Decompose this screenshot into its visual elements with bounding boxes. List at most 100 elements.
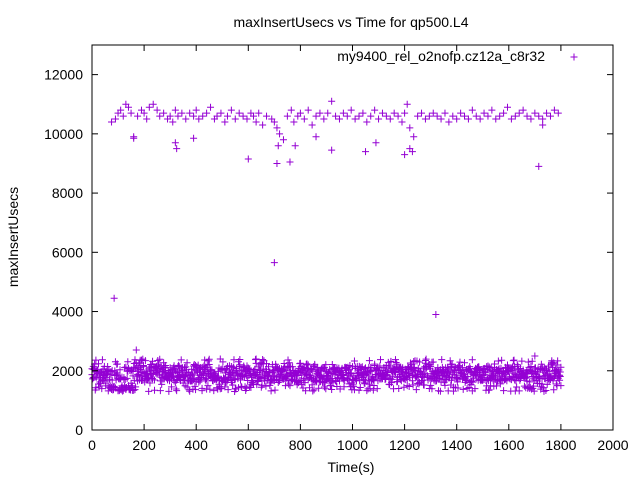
series-point: [276, 130, 284, 138]
low-band-point: [289, 363, 297, 371]
low-band-point: [236, 376, 244, 384]
low-band-point: [177, 356, 185, 364]
low-band-point: [286, 382, 294, 390]
low-band-point: [468, 356, 476, 364]
y-tick-label: 10000: [44, 126, 83, 142]
series-point: [457, 109, 465, 117]
series-point: [291, 142, 299, 150]
series-point: [304, 106, 312, 114]
low-band-point: [242, 384, 250, 392]
low-band-point: [522, 373, 530, 381]
low-band-point: [298, 380, 306, 388]
x-tick-label: 0: [88, 437, 96, 453]
series-point: [464, 115, 472, 123]
series-point: [539, 115, 547, 123]
low-band-point: [320, 383, 328, 391]
low-band-point: [355, 386, 363, 394]
low-band-point: [282, 367, 290, 375]
low-band-point: [528, 369, 536, 377]
low-band-point: [546, 367, 554, 375]
low-band-point: [418, 377, 426, 385]
low-band-point: [518, 357, 526, 365]
low-band-point: [271, 386, 279, 394]
low-band-point: [406, 359, 414, 367]
series-point: [378, 109, 386, 117]
low-band-outlier-point: [531, 352, 539, 360]
low-band-point: [220, 374, 228, 382]
low-band-point: [556, 376, 564, 384]
low-band-point: [350, 357, 358, 365]
low-band-point: [218, 384, 226, 392]
low-band-point: [550, 373, 558, 381]
series-point: [255, 109, 263, 117]
low-band-point: [456, 358, 464, 366]
legend-marker: [570, 53, 578, 61]
low-band-point: [365, 372, 373, 380]
low-band-point: [373, 385, 381, 393]
series-point: [401, 109, 409, 117]
series-point: [312, 112, 320, 120]
low-band-point: [95, 360, 103, 368]
low-band-point: [388, 375, 396, 383]
low-band-point: [429, 358, 437, 366]
marks-layer: [88, 97, 565, 395]
series-point: [169, 118, 177, 126]
series-point: [324, 109, 332, 117]
series-point: [160, 109, 168, 117]
low-band-point: [255, 367, 263, 375]
low-band-point: [392, 359, 400, 367]
low-band-point: [469, 378, 477, 386]
low-band-point: [132, 383, 140, 391]
low-band-point: [149, 357, 157, 365]
series-point: [171, 106, 179, 114]
low-band-point: [412, 386, 420, 394]
series-point: [223, 112, 231, 120]
low-band-point: [123, 374, 131, 382]
low-band-point: [336, 385, 344, 393]
series-point: [332, 112, 340, 120]
low-band-point: [552, 380, 560, 388]
low-band-point: [116, 366, 124, 374]
series-point: [178, 109, 186, 117]
low-band-point: [358, 366, 366, 374]
low-band-point: [196, 377, 204, 385]
x-tick-label: 1000: [337, 437, 368, 453]
low-band-point: [250, 380, 258, 388]
series-point: [433, 112, 441, 120]
series-point: [496, 112, 504, 120]
low-band-point: [516, 376, 524, 384]
low-band-point: [224, 386, 232, 394]
low-band-point: [422, 355, 430, 363]
low-band-point: [230, 356, 238, 364]
series-point: [199, 112, 207, 120]
low-band-point: [301, 379, 309, 387]
series-point: [274, 142, 282, 150]
low-band-point: [369, 386, 377, 394]
low-band-point: [182, 363, 190, 371]
low-band-point: [447, 376, 455, 384]
series-point: [488, 106, 496, 114]
series-point: [335, 115, 343, 123]
low-band-point: [265, 369, 273, 377]
low-band-point: [553, 361, 561, 369]
low-band-point: [557, 382, 565, 390]
series-point: [134, 112, 142, 120]
low-band-point: [151, 376, 159, 384]
low-band-point: [524, 358, 532, 366]
low-band-point: [219, 358, 227, 366]
low-band-point: [306, 371, 314, 379]
series-point: [401, 151, 409, 159]
low-band-point: [370, 382, 378, 390]
low-band-point: [160, 363, 168, 371]
low-band-point: [257, 373, 265, 381]
series-point: [192, 106, 200, 114]
low-band-point: [322, 361, 330, 369]
low-band-point: [387, 358, 395, 366]
series-point: [316, 109, 324, 117]
low-band-point: [513, 383, 521, 391]
low-band-point: [513, 361, 521, 369]
series-point: [472, 112, 480, 120]
low-band-point: [259, 355, 267, 363]
low-band-point: [310, 386, 318, 394]
